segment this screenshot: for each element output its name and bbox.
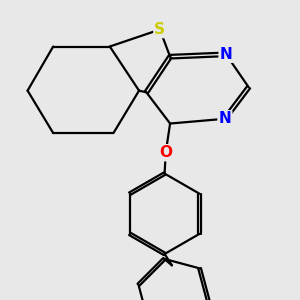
Text: O: O: [159, 145, 172, 160]
Text: N: N: [220, 47, 232, 62]
Text: S: S: [154, 22, 165, 37]
Text: N: N: [218, 111, 231, 126]
